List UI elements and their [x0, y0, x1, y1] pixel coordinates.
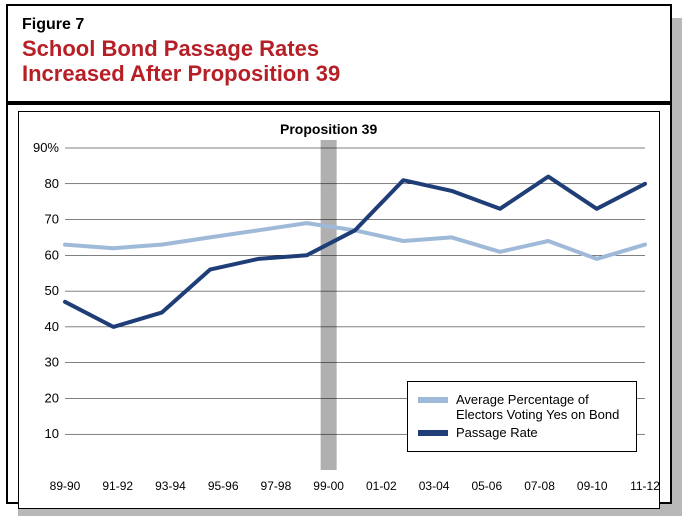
figure-label: Figure 7: [22, 16, 656, 34]
legend-label: Passage Rate: [456, 425, 538, 441]
svg-text:60: 60: [45, 247, 59, 262]
figure-header: Figure 7 School Bond Passage Rates Incre…: [8, 6, 670, 95]
svg-text:80: 80: [45, 175, 59, 190]
svg-text:70: 70: [45, 211, 59, 226]
svg-text:99-00: 99-00: [313, 479, 344, 493]
legend-swatch: [418, 430, 448, 436]
svg-text:30: 30: [45, 354, 59, 369]
svg-text:Proposition 39: Proposition 39: [280, 121, 377, 137]
svg-text:01-02: 01-02: [366, 479, 397, 493]
legend-item: Passage Rate: [418, 425, 626, 441]
figure-title-line1: School Bond Passage Rates: [22, 36, 319, 61]
svg-text:07-08: 07-08: [524, 479, 555, 493]
svg-text:10: 10: [45, 426, 59, 441]
svg-text:11-12: 11-12: [630, 479, 659, 493]
figure-title-line2: Increased After Proposition 39: [22, 61, 340, 86]
figure-title: School Bond Passage Rates Increased Afte…: [22, 36, 656, 87]
svg-text:90%: 90%: [33, 140, 59, 155]
svg-text:93-94: 93-94: [155, 479, 186, 493]
figure-panel: Figure 7 School Bond Passage Rates Incre…: [6, 4, 672, 504]
svg-text:91-92: 91-92: [102, 479, 133, 493]
svg-text:05-06: 05-06: [471, 479, 502, 493]
header-rule: [8, 101, 670, 105]
figure-container: Figure 7 School Bond Passage Rates Incre…: [0, 0, 694, 525]
svg-text:03-04: 03-04: [419, 479, 450, 493]
svg-text:89-90: 89-90: [50, 479, 81, 493]
svg-text:97-98: 97-98: [261, 479, 292, 493]
svg-text:09-10: 09-10: [577, 479, 608, 493]
legend-item: Average Percentage of Electors Voting Ye…: [418, 392, 626, 423]
legend-label: Average Percentage of Electors Voting Ye…: [456, 392, 626, 423]
svg-text:50: 50: [45, 283, 59, 298]
chart-area: 10 20 30 40 50 60 70 80 90% 89-90 91-92 93-94 95-96 9…: [18, 111, 660, 509]
legend-swatch: [418, 397, 448, 403]
svg-text:95-96: 95-96: [208, 479, 239, 493]
svg-text:40: 40: [45, 318, 59, 333]
svg-text:20: 20: [45, 390, 59, 405]
legend: Average Percentage of Electors Voting Ye…: [407, 381, 637, 452]
